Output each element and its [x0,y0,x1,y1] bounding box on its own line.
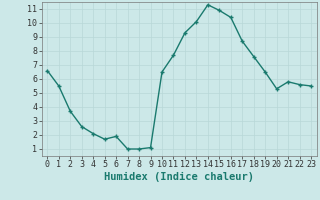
X-axis label: Humidex (Indice chaleur): Humidex (Indice chaleur) [104,172,254,182]
